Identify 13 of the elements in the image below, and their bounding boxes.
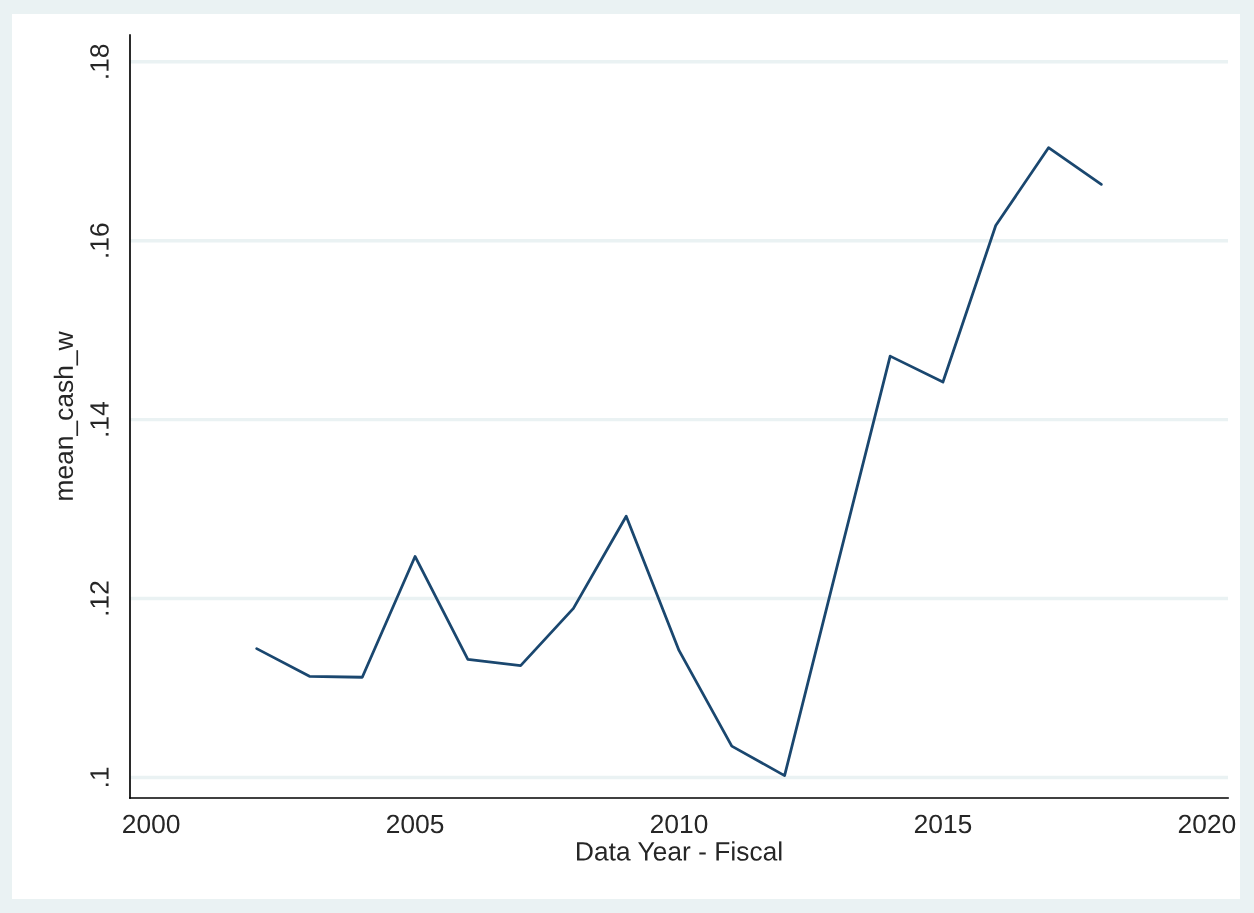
- y-axis-title: mean_cash_w: [53, 331, 79, 500]
- x-tick-label: 2010: [650, 814, 708, 834]
- y-tick-label: .16: [90, 223, 109, 257]
- x-tick-label: 2020: [1178, 814, 1236, 834]
- y-tick-label: .1: [90, 767, 109, 787]
- x-axis-title: Data Year - Fiscal: [577, 841, 782, 861]
- x-tick-label: 2000: [123, 814, 180, 834]
- y-tick-label: .14: [90, 402, 109, 436]
- x-tick-label: 2015: [914, 814, 972, 834]
- y-tick-label: .18: [90, 44, 109, 78]
- line-series: [255, 146, 1103, 778]
- x-tick-label: 2005: [387, 814, 444, 834]
- y-tick-label: .12: [90, 581, 109, 615]
